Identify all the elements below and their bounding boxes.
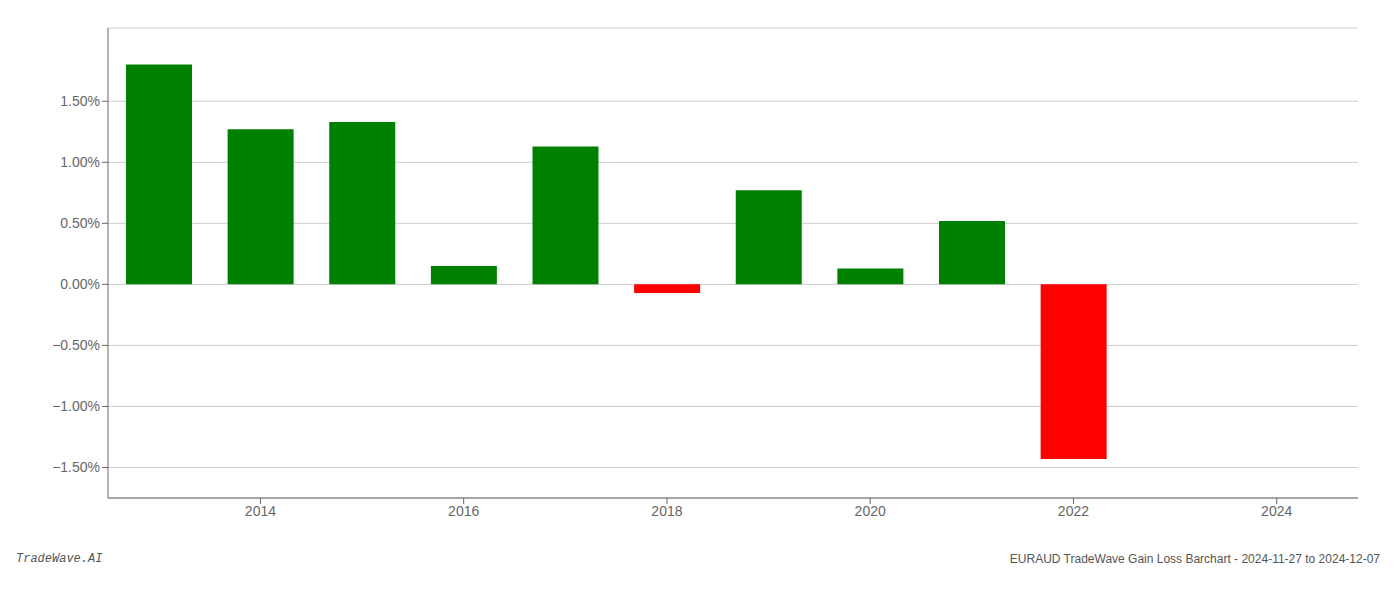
svg-text:2014: 2014 [245, 503, 276, 519]
svg-text:2018: 2018 [651, 503, 682, 519]
svg-text:2016: 2016 [448, 503, 479, 519]
svg-text:2022: 2022 [1058, 503, 1089, 519]
html-text:EURAUD TradeWave Gain Loss Bar: EURAUD TradeWave Gain Loss Barchart - 20… [1009, 552, 1380, 566]
svg-text:−1.50%: −1.50% [52, 459, 100, 475]
svg-text:−0.50%: −0.50% [52, 337, 100, 353]
svg-text:2020: 2020 [855, 503, 886, 519]
svg-text:2024: 2024 [1261, 503, 1292, 519]
svg-text:1.50%: 1.50% [60, 93, 100, 109]
svg-text:1.00%: 1.00% [60, 154, 100, 170]
html-text:TradeWave.AI: TradeWave.AI [16, 552, 103, 566]
svg-text:0.50%: 0.50% [60, 215, 100, 231]
svg-text:0.00%: 0.00% [60, 276, 100, 292]
svg-text:−1.00%: −1.00% [52, 398, 100, 414]
